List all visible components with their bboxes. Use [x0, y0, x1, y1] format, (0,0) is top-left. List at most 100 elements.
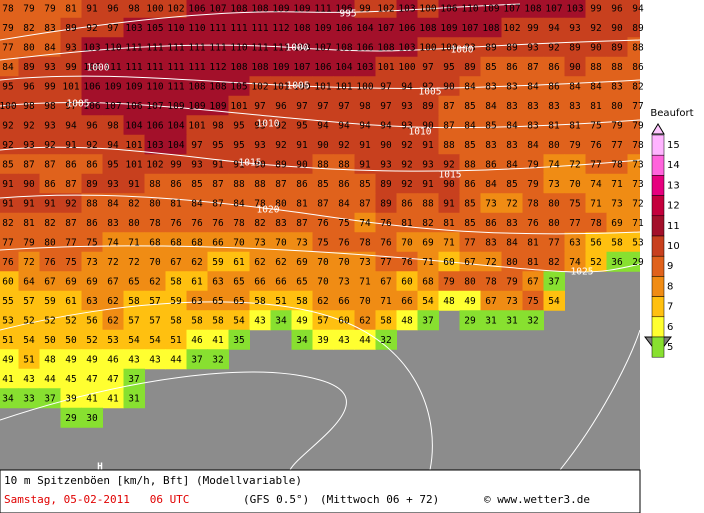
wind-value: 99: [44, 82, 56, 93]
wind-cell: [186, 349, 208, 370]
wind-cell: [228, 17, 250, 38]
wind-cell: [144, 271, 166, 292]
wind-value: 87: [65, 218, 76, 229]
wind-value: 111: [188, 43, 205, 54]
wind-cell: [459, 251, 481, 272]
wind-cell: [144, 349, 166, 370]
wind-cell: [396, 95, 418, 116]
wind-cell: [186, 134, 208, 155]
wind-cell: [543, 56, 565, 77]
wind-cell: [18, 251, 40, 272]
wind-value: 66: [338, 296, 350, 307]
wind-cell: [333, 193, 355, 214]
wind-cell: [522, 0, 544, 20]
legend-swatch: [651, 296, 665, 318]
wind-cell: [60, 271, 82, 292]
wind-value: 100: [0, 101, 17, 112]
wind-value: 69: [611, 218, 623, 229]
wind-cell: [543, 290, 565, 311]
wind-cell: [501, 17, 523, 38]
wind-cell: [627, 232, 640, 253]
wind-cell: [0, 329, 19, 350]
wind-value: 106: [440, 4, 457, 15]
wind-cell: [144, 56, 166, 77]
wind-value: 43: [338, 335, 349, 346]
wind-cell: [18, 232, 40, 253]
wind-cell: [39, 329, 61, 350]
wind-value: 86: [548, 82, 560, 93]
wind-value: 110: [104, 43, 121, 54]
wind-cell: [165, 0, 187, 20]
wind-value: 88: [611, 62, 623, 73]
wind-value: 87: [527, 62, 538, 73]
wind-value: 88: [233, 179, 245, 190]
wind-value: 77: [464, 238, 475, 249]
wind-cell: [459, 271, 481, 292]
wind-value: 80: [149, 199, 161, 210]
wind-value: 97: [107, 23, 118, 34]
wind-cell: [396, 154, 418, 175]
wind-cell: [270, 0, 292, 20]
wind-value: 107: [377, 23, 394, 34]
wind-value: 109: [314, 23, 331, 34]
wind-cell: [249, 290, 271, 311]
wind-value: 54: [548, 296, 560, 307]
wind-value: 111: [146, 43, 163, 54]
wind-value: 55: [2, 296, 13, 307]
wind-value: 91: [44, 199, 56, 210]
wind-cell: [81, 193, 103, 214]
wind-cell: [354, 193, 376, 214]
wind-value: 82: [422, 218, 433, 229]
wind-value: 108: [230, 62, 247, 73]
wind-cell: [333, 0, 355, 20]
wind-cell: [417, 0, 439, 20]
wind-cell: [39, 193, 61, 214]
isobar-label: 1000: [87, 63, 110, 74]
wind-value: 107: [209, 4, 226, 15]
wind-cell: [186, 251, 208, 272]
wind-value: 76: [317, 218, 329, 229]
wind-value: 58: [191, 316, 203, 327]
wind-cell: [375, 271, 397, 292]
wind-value: 41: [212, 335, 224, 346]
wind-value: 81: [569, 121, 581, 132]
wind-value: 29: [464, 316, 476, 327]
wind-value: 79: [443, 277, 455, 288]
wind-value: 107: [503, 4, 520, 15]
wind-value: 75: [527, 296, 538, 307]
wind-value: 29: [65, 413, 77, 424]
wind-value: 83: [506, 101, 517, 112]
legend-label: 7: [667, 302, 673, 313]
footer-credit: © www.wetter3.de: [484, 493, 590, 506]
wind-value: 96: [611, 4, 623, 15]
wind-value: 100: [440, 43, 457, 54]
wind-cell: [543, 37, 565, 58]
wind-cell: [312, 271, 334, 292]
wind-value: 83: [569, 101, 580, 112]
wind-cell: [270, 56, 292, 77]
wind-cell: [417, 290, 439, 311]
wind-value: 84: [464, 82, 476, 93]
wind-value: 111: [125, 43, 142, 54]
wind-value: 112: [272, 23, 289, 34]
wind-value: 72: [107, 257, 118, 268]
wind-value: 48: [401, 316, 413, 327]
wind-value: 88: [590, 62, 602, 73]
wind-cell: [81, 56, 103, 77]
wind-cell: [18, 212, 40, 233]
wind-cell: [291, 37, 313, 58]
wind-cell: [207, 17, 229, 38]
wind-value: 73: [359, 257, 370, 268]
wind-value: 74: [107, 238, 119, 249]
wind-value: 88: [464, 160, 476, 171]
wind-cell: [291, 17, 313, 38]
wind-value: 84: [2, 62, 14, 73]
wind-cell: [39, 251, 61, 272]
wind-cell: [207, 251, 229, 272]
wind-value: 97: [380, 82, 391, 93]
wind-value: 95: [296, 121, 307, 132]
wind-value: 89: [506, 43, 518, 54]
wind-value: 80: [548, 140, 560, 151]
wind-cell: [207, 134, 229, 155]
wind-cell: [375, 37, 397, 58]
